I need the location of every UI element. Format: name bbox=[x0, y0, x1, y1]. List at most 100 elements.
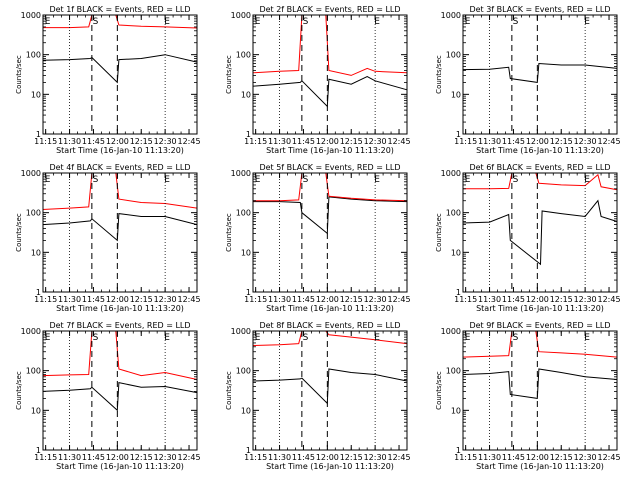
x-tick-label: 12:45 bbox=[178, 137, 201, 146]
y-tick-label: 10 bbox=[241, 90, 251, 99]
series-line bbox=[252, 196, 408, 235]
x-tick-label: 11:45 bbox=[82, 453, 105, 462]
x-tick-label: 12:45 bbox=[388, 137, 411, 146]
y-tick-label: 100 bbox=[26, 209, 41, 218]
y-tick-label: 10 bbox=[31, 90, 41, 99]
y-tick-label: 1 bbox=[246, 130, 251, 139]
event-marker-label: E bbox=[374, 17, 380, 27]
event-marker-label: E bbox=[45, 333, 51, 343]
x-tick-label: 12:30 bbox=[574, 453, 597, 462]
x-tick-label: 12:15 bbox=[130, 453, 153, 462]
y-tick-label: 1000 bbox=[21, 11, 41, 20]
event-marker-label: E bbox=[164, 333, 170, 343]
y-axis-label: Counts/sec bbox=[15, 55, 23, 94]
series-line bbox=[42, 54, 198, 84]
x-axis-label: Start Time (16-Jan-10 11:13:20) bbox=[56, 304, 184, 313]
event-marker-label: E bbox=[584, 175, 590, 185]
y-tick-label: 100 bbox=[26, 51, 41, 60]
y-tick-label: 1 bbox=[246, 288, 251, 297]
panel-frame bbox=[42, 330, 198, 451]
panel-frame bbox=[42, 14, 198, 135]
event-marker-label: E bbox=[584, 17, 590, 27]
x-tick-label: 12:00 bbox=[106, 137, 129, 146]
y-axis-label: Counts/sec bbox=[225, 55, 233, 94]
x-tick-label: 12:45 bbox=[388, 295, 411, 304]
panel-title: Det 5f BLACK = Events, RED = LLD bbox=[259, 163, 400, 172]
x-tick-label: 12:45 bbox=[598, 295, 621, 304]
x-tick-label: 12:30 bbox=[364, 137, 387, 146]
event-marker-label: E bbox=[465, 175, 471, 185]
series-line bbox=[252, 172, 408, 202]
chart-panel: Det 4f BLACK = Events, RED = LLD E S E 1 10 10… bbox=[15, 163, 201, 313]
chart-panel: Det 7f BLACK = Events, RED = LLD E S E 1 10 10… bbox=[15, 321, 201, 471]
x-tick-label: 11:15 bbox=[244, 295, 267, 304]
panel-title: Det 6f BLACK = Events, RED = LLD bbox=[469, 163, 610, 172]
y-tick-label: 10 bbox=[241, 406, 251, 415]
y-axis-label: Counts/sec bbox=[225, 371, 233, 410]
x-tick-label: 12:00 bbox=[106, 295, 129, 304]
x-tick-label: 11:30 bbox=[268, 295, 291, 304]
y-tick-label: 1000 bbox=[21, 169, 41, 178]
event-marker-label: E bbox=[255, 333, 261, 343]
x-tick-label: 12:30 bbox=[154, 295, 177, 304]
series-line bbox=[462, 62, 618, 83]
x-axis-label: Start Time (16-Jan-10 11:13:20) bbox=[266, 462, 394, 471]
panel-frame bbox=[462, 330, 618, 451]
x-tick-label: 12:00 bbox=[526, 453, 549, 462]
panel-title: Det 4f BLACK = Events, RED = LLD bbox=[49, 163, 190, 172]
event-marker-label: S bbox=[93, 175, 99, 185]
x-tick-label: 11:15 bbox=[34, 453, 57, 462]
series-line bbox=[462, 330, 618, 358]
x-tick-label: 11:15 bbox=[34, 137, 57, 146]
panel-frame bbox=[462, 172, 618, 293]
x-tick-label: 11:30 bbox=[268, 453, 291, 462]
event-marker-label: S bbox=[303, 333, 309, 343]
x-tick-label: 11:15 bbox=[454, 295, 477, 304]
x-axis-label: Start Time (16-Jan-10 11:13:20) bbox=[266, 304, 394, 313]
x-tick-label: 12:00 bbox=[316, 295, 339, 304]
event-marker-label: E bbox=[164, 17, 170, 27]
event-marker-label: S bbox=[93, 333, 99, 343]
event-marker-label: E bbox=[255, 175, 261, 185]
x-tick-label: 12:45 bbox=[598, 137, 621, 146]
y-axis-label: Counts/sec bbox=[435, 213, 443, 252]
y-tick-label: 1000 bbox=[231, 11, 251, 20]
event-marker-label: E bbox=[374, 333, 380, 343]
chart-panel: Det 6f BLACK = Events, RED = LLD E S E 1 10 10… bbox=[435, 163, 621, 313]
event-marker-label: E bbox=[45, 175, 51, 185]
panel-title: Det 2f BLACK = Events, RED = LLD bbox=[259, 5, 400, 14]
series-line bbox=[252, 330, 408, 346]
x-tick-label: 12:30 bbox=[154, 137, 177, 146]
series-line bbox=[42, 14, 198, 29]
event-marker-label: S bbox=[513, 333, 519, 343]
x-tick-label: 11:45 bbox=[292, 137, 315, 146]
event-marker-label: E bbox=[465, 17, 471, 27]
x-tick-label: 11:30 bbox=[478, 453, 501, 462]
y-tick-label: 100 bbox=[446, 209, 461, 218]
x-tick-label: 11:30 bbox=[58, 137, 81, 146]
panel-frame bbox=[462, 14, 618, 135]
y-tick-label: 1000 bbox=[441, 327, 461, 336]
series-line bbox=[42, 381, 198, 412]
x-tick-label: 11:45 bbox=[502, 453, 525, 462]
x-tick-label: 12:30 bbox=[364, 453, 387, 462]
x-tick-label: 11:15 bbox=[244, 137, 267, 146]
x-tick-label: 12:15 bbox=[550, 453, 573, 462]
x-tick-label: 12:15 bbox=[340, 453, 363, 462]
series-line bbox=[42, 172, 198, 210]
x-tick-label: 12:15 bbox=[130, 137, 153, 146]
y-tick-label: 1 bbox=[456, 288, 461, 297]
event-marker-label: S bbox=[93, 17, 99, 27]
x-axis-label: Start Time (16-Jan-10 11:13:20) bbox=[56, 462, 184, 471]
x-tick-label: 11:45 bbox=[292, 295, 315, 304]
panel-title: Det 9f BLACK = Events, RED = LLD bbox=[469, 321, 610, 330]
series-line bbox=[462, 172, 618, 191]
y-axis-label: Counts/sec bbox=[435, 55, 443, 94]
y-tick-label: 10 bbox=[451, 90, 461, 99]
y-tick-label: 1000 bbox=[21, 327, 41, 336]
x-tick-label: 11:30 bbox=[478, 295, 501, 304]
x-tick-label: 11:30 bbox=[268, 137, 291, 146]
y-tick-label: 100 bbox=[446, 51, 461, 60]
event-marker-label: S bbox=[303, 17, 309, 27]
x-tick-label: 12:00 bbox=[526, 137, 549, 146]
